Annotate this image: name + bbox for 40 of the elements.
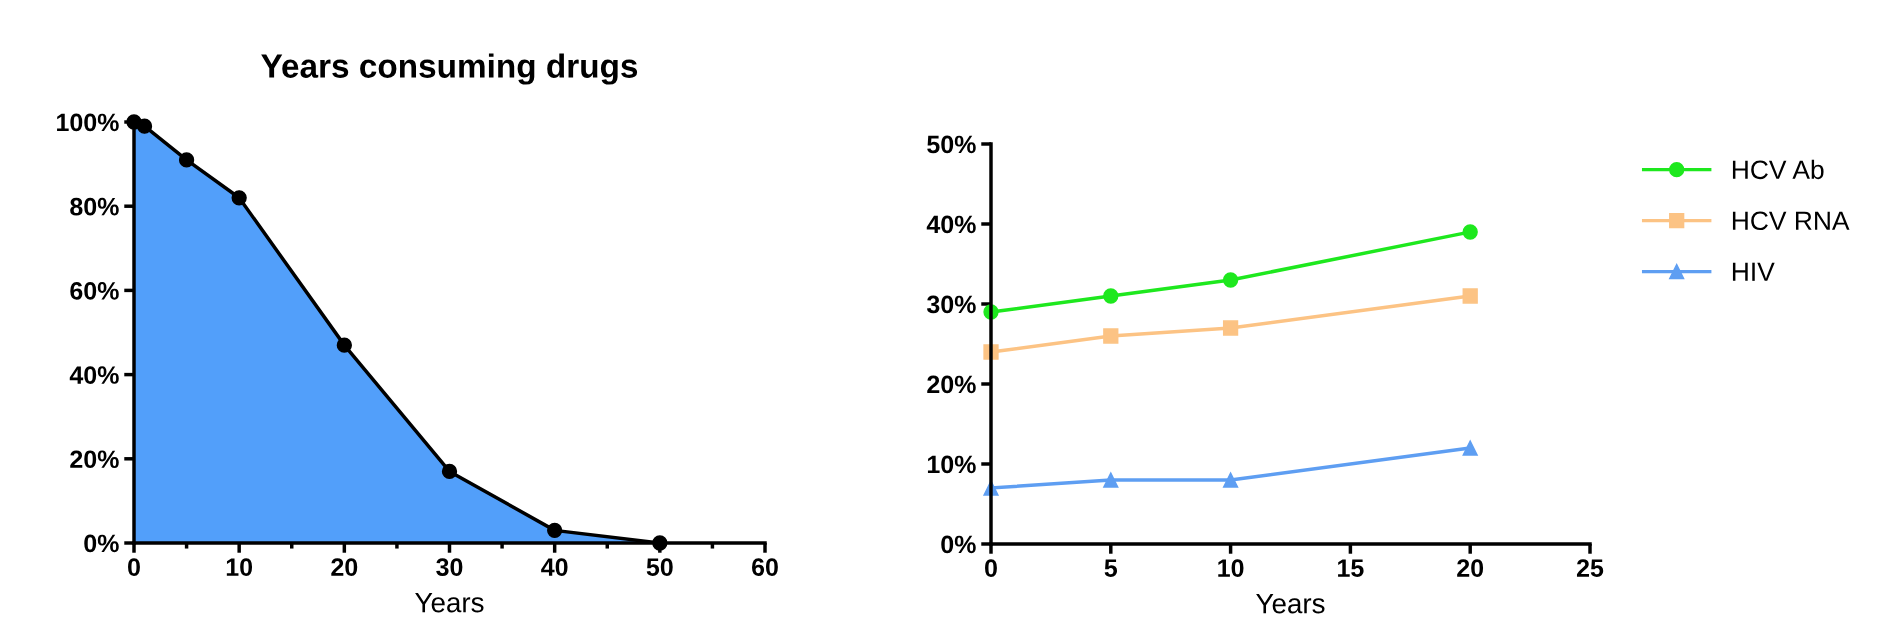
y-tick-label: 50% (927, 135, 976, 154)
x-tick-label: 40 (541, 558, 568, 576)
point (1222, 320, 1239, 336)
y-tick-label: 40% (926, 215, 976, 234)
y-tick-label: 40% (69, 366, 119, 384)
x-tick-label: 0 (128, 558, 140, 576)
x-tick-label: 5 (1104, 559, 1118, 577)
point (1103, 288, 1119, 304)
legend-label: HIV (1732, 262, 1775, 281)
point (1462, 224, 1478, 240)
x-tick-label: 15 (1338, 559, 1364, 577)
x-tick-label: 10 (226, 558, 253, 576)
x-axis-title: Years (1256, 594, 1325, 614)
x-tick-label: 50 (646, 558, 673, 576)
x-axis-title: Years (415, 593, 484, 613)
point (1103, 328, 1119, 344)
point (1462, 440, 1478, 456)
y-tick-label: 60% (70, 282, 119, 300)
x-tick-label: 20 (1457, 559, 1484, 577)
x-tick-label: 25 (1576, 559, 1604, 577)
legend-label: HCV RNA (1732, 211, 1850, 231)
legend-label: HCV Ab (1732, 159, 1824, 180)
y-tick-label: 10% (927, 455, 976, 474)
x-tick-label: 10 (1218, 559, 1244, 577)
point (1222, 272, 1239, 288)
chart-title: Years consuming drugs (261, 53, 638, 85)
y-tick-label: 100% (57, 113, 119, 132)
y-tick-label: 20% (70, 450, 119, 469)
point (1103, 472, 1119, 488)
y-tick-label: 80% (70, 197, 119, 216)
point (1222, 472, 1239, 488)
x-tick-label: 30 (436, 558, 463, 576)
y-tick-label: 0% (941, 535, 976, 554)
y-tick-label: 20% (927, 375, 976, 394)
x-tick-label: 20 (331, 558, 358, 576)
x-tick-label: 0 (985, 559, 997, 577)
y-tick-label: 0% (84, 534, 119, 553)
point (1462, 288, 1478, 304)
y-tick-label: 30% (926, 295, 976, 314)
x-tick-label: 60 (752, 558, 778, 576)
